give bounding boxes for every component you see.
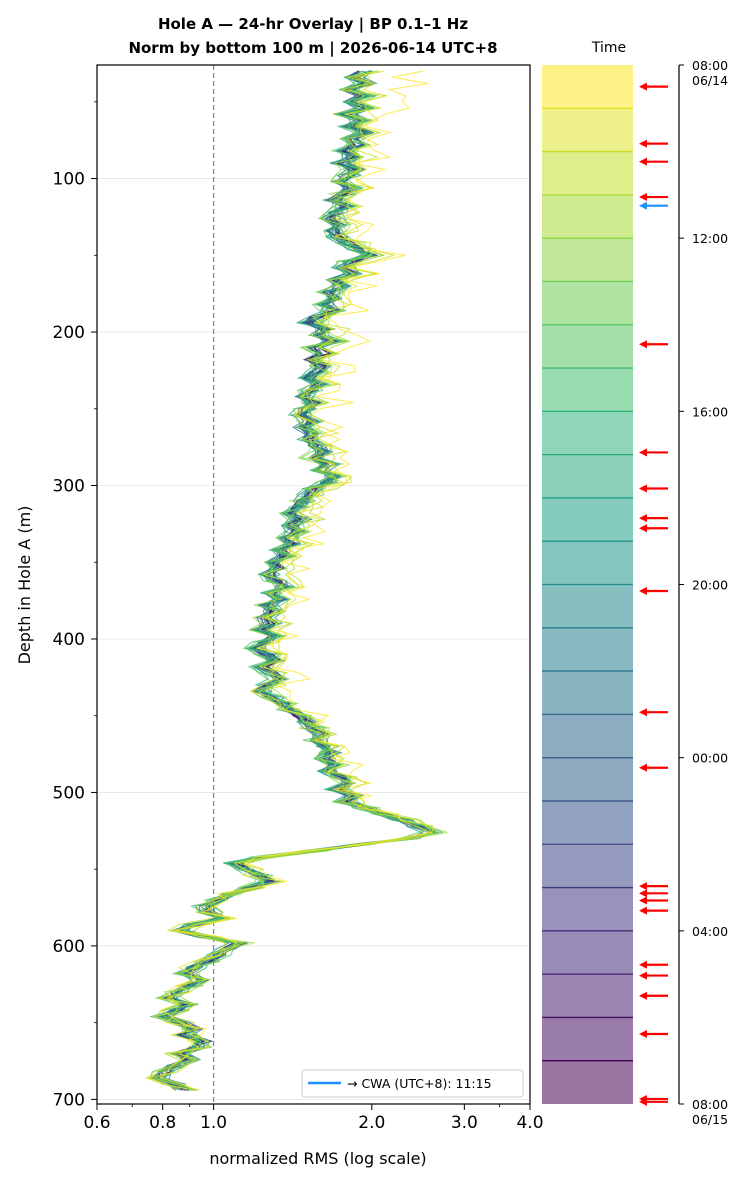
time-tick-label: 12:00 — [692, 231, 728, 246]
colorbar-band — [542, 65, 633, 109]
event-arrow — [639, 82, 668, 91]
legend-label: → CWA (UTC+8): 11:15 — [347, 1076, 492, 1091]
y-axis-label: Depth in Hole A (m) — [15, 506, 34, 665]
time-tick-label: 06/14 — [692, 73, 728, 88]
time-tick-label: 04:00 — [692, 924, 728, 939]
colorbar-band — [542, 671, 633, 715]
chart-title-line2: Norm by bottom 100 m | 2026-06-14 UTC+8 — [128, 39, 497, 58]
colorbar-band — [542, 800, 633, 845]
colorbar-band — [542, 974, 633, 1018]
event-arrow — [639, 1097, 668, 1106]
profile-line — [151, 70, 431, 1091]
colorbar-band — [542, 324, 633, 369]
y-tick-label: 200 — [53, 323, 85, 343]
event-arrow — [639, 139, 668, 148]
y-tick-label: 400 — [53, 630, 85, 650]
colorbar-band — [542, 714, 633, 758]
colorbar-band — [542, 627, 633, 672]
profile-line — [155, 70, 423, 1091]
colorbar-band — [542, 194, 633, 239]
event-arrow — [639, 882, 668, 891]
x-tick-label: 1.0 — [200, 1113, 227, 1133]
colorbar-band — [542, 1060, 633, 1104]
profile-line — [158, 70, 433, 1091]
colorbar-band — [542, 844, 633, 888]
event-arrow — [639, 889, 668, 898]
colorbar-band — [542, 411, 633, 455]
event-arrows — [639, 82, 668, 1106]
y-tick-label: 300 — [53, 477, 85, 497]
y-tick-label: 600 — [53, 937, 85, 957]
time-tick-label: 08:00 — [692, 1097, 728, 1112]
event-arrow — [639, 763, 668, 772]
y-tick-label: 500 — [53, 783, 85, 803]
event-arrow — [639, 896, 668, 905]
plot-grid — [97, 178, 530, 1100]
event-arrow — [639, 960, 668, 969]
x-tick-label: 3.0 — [451, 1113, 478, 1133]
cwa-arrow — [639, 201, 668, 210]
legend-box — [301, 1069, 524, 1098]
event-arrow — [639, 340, 668, 349]
chart-title-line1: Hole A — 24-hr Overlay | BP 0.1–1 Hz — [158, 15, 468, 34]
x-tick-label: 0.6 — [83, 1113, 110, 1133]
colorbar-band — [542, 108, 633, 152]
profile-line — [154, 70, 438, 1091]
colorbar-band — [542, 281, 633, 325]
event-arrow — [639, 193, 668, 202]
colorbar-band — [542, 151, 633, 195]
colorbar-band — [542, 454, 633, 498]
event-arrow — [639, 157, 668, 166]
y-tick-label: 100 — [53, 170, 85, 190]
colorbar-band — [542, 368, 633, 412]
event-arrow — [639, 1030, 668, 1039]
event-arrow — [639, 991, 668, 1000]
x-tick-label: 4.0 — [516, 1113, 543, 1133]
event-arrow — [639, 586, 668, 595]
colorbar-band — [542, 584, 633, 628]
colorbar-band — [542, 541, 633, 585]
event-arrow — [639, 971, 668, 980]
profile-line — [149, 70, 434, 1091]
plot-frame — [96, 64, 531, 1105]
colorbar-band — [542, 887, 633, 931]
event-arrow — [639, 484, 668, 493]
x-tick-label: 2.0 — [358, 1113, 385, 1133]
profile-line — [146, 71, 439, 1091]
profile-lines — [144, 70, 448, 1091]
event-arrow — [639, 906, 668, 915]
colorbar-band — [542, 497, 633, 542]
x-tick-label: 0.8 — [149, 1113, 176, 1133]
time-tick-label: 08:00 — [692, 58, 728, 73]
event-arrow — [639, 514, 668, 523]
event-arrow — [639, 448, 668, 457]
legend: → CWA (UTC+8): 11:15 — [301, 1069, 524, 1098]
x-axis-label: normalized RMS (log scale) — [209, 1149, 426, 1168]
event-arrow — [639, 708, 668, 717]
colorbar-band — [542, 757, 633, 801]
profile-line — [145, 70, 433, 1091]
time-tick-label: 20:00 — [692, 578, 728, 593]
colorbar-band — [542, 1017, 633, 1061]
event-arrow — [639, 524, 668, 533]
time-tick-label: 00:00 — [692, 751, 728, 766]
time-axis: 08:0006/1412:0016:0020:0000:0004:0008:00… — [678, 58, 728, 1127]
colorbar-band — [542, 238, 633, 282]
colorbar-band — [542, 930, 633, 975]
time-tick-label: 16:00 — [692, 404, 728, 419]
plot-axes: 100 200 300 400 500 600 700 0.6 0.8 1.0 2.0 3.0 4.0 — [53, 101, 544, 1133]
colorbar — [542, 65, 633, 1104]
y-tick-label: 700 — [53, 1090, 85, 1110]
time-tick-label: 06/15 — [692, 1112, 728, 1127]
profile-line — [161, 70, 434, 1091]
colorbar-title: Time — [591, 40, 626, 56]
